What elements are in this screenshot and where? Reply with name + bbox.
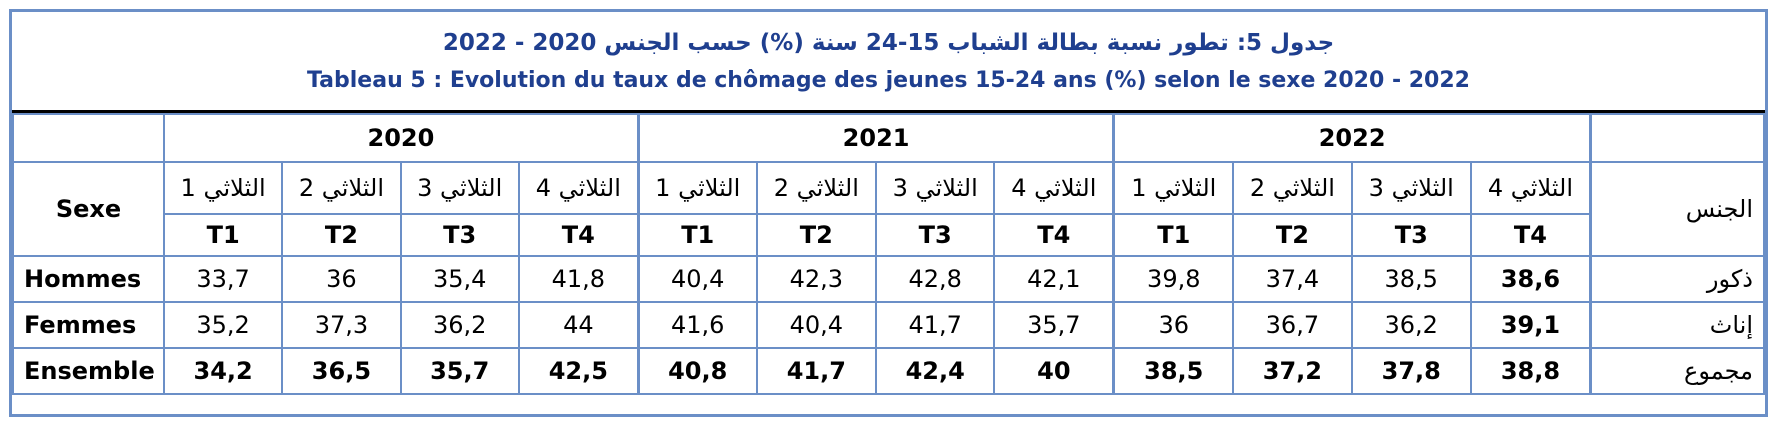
table-cell: 36,7 xyxy=(1232,301,1353,349)
table-cell: 35,7 xyxy=(993,301,1115,349)
table-cell: 36 xyxy=(1112,301,1235,349)
quarter-code: T4 xyxy=(993,213,1115,257)
quarter-code: T2 xyxy=(755,213,878,257)
table-cell: 40,4 xyxy=(755,301,878,349)
table-cell: 37,8 xyxy=(1350,347,1472,395)
quarter-ar: الثلاثي 4 xyxy=(993,161,1115,215)
title-arabic: جدول 5: تطور نسبة بطالة الشباب 15-24 سنة… xyxy=(442,30,1335,56)
table-cell: 42,8 xyxy=(875,255,996,303)
table-cell: 42,4 xyxy=(875,347,996,395)
empty-corner-left xyxy=(12,113,165,163)
quarter-ar: الثلاثي 2 xyxy=(281,161,402,215)
quarter-ar: الثلاثي 4 xyxy=(1469,161,1592,215)
table-cell: 42,1 xyxy=(993,255,1115,303)
table-cell: 42,3 xyxy=(755,255,878,303)
row-label-fr: Femmes xyxy=(12,301,165,349)
table-cell: 38,6 xyxy=(1469,255,1592,303)
table-row-ensemble: Ensemble 34,2 36,5 35,7 42,5 40,8 41,7 4… xyxy=(12,347,1765,395)
quarter-code-row: T1 T2 T3 T4 T1 T2 T3 T4 T1 T2 T3 T4 xyxy=(13,213,1764,257)
year-2020: 2020 xyxy=(162,113,640,163)
sexe-header-arabic: الجنس xyxy=(1588,161,1765,257)
row-label-ar: ذكور xyxy=(1588,255,1765,303)
row-label-fr: Hommes xyxy=(12,255,165,303)
table-cell: 39,8 xyxy=(1112,255,1235,303)
table-row-femmes: Femmes 35,2 37,3 36,2 44 41,6 40,4 41,7 … xyxy=(12,301,1765,349)
unemployment-table: 2020 2021 2022 Sexe الثلاثي 1 الثلاثي 2 … xyxy=(12,113,1765,395)
table-cell: 37,4 xyxy=(1232,255,1353,303)
table-cell: 40,8 xyxy=(636,347,758,395)
table-cell: 38,5 xyxy=(1112,347,1235,395)
table-cell: 33,7 xyxy=(162,255,284,303)
empty-corner-right xyxy=(1588,113,1765,163)
quarter-ar: الثلاثي 2 xyxy=(755,161,878,215)
table-cell: 41,6 xyxy=(636,301,758,349)
quarter-ar: الثلاثي 3 xyxy=(399,161,520,215)
table-row-hommes: Hommes 33,7 36 35,4 41,8 40,4 42,3 42,8 … xyxy=(12,255,1765,303)
quarter-code: T1 xyxy=(1112,213,1235,257)
quarter-arabic-row: Sexe الثلاثي 1 الثلاثي 2 الثلاثي 3 الثلا… xyxy=(12,161,1765,257)
table-cell: 37,3 xyxy=(281,301,402,349)
table-cell: 39,1 xyxy=(1469,301,1592,349)
quarter-ar: الثلاثي 1 xyxy=(636,161,758,215)
year-2022: 2022 xyxy=(1112,113,1592,163)
quarter-ar: الثلاثي 3 xyxy=(1350,161,1472,215)
row-label-ar: مجموع xyxy=(1588,347,1765,395)
row-label-fr: Ensemble xyxy=(12,347,165,395)
title-french: Tableau 5 : Evolution du taux de chômage… xyxy=(307,68,1470,93)
table-cell: 41,7 xyxy=(875,301,996,349)
table-cell: 44 xyxy=(517,301,640,349)
quarter-ar: الثلاثي 2 xyxy=(1232,161,1353,215)
table-cell: 34,2 xyxy=(162,347,284,395)
table-cell: 38,5 xyxy=(1350,255,1472,303)
table-cell: 36,2 xyxy=(399,301,520,349)
year-2021: 2021 xyxy=(636,113,1115,163)
quarter-code: T2 xyxy=(281,213,402,257)
row-label-ar: إناث xyxy=(1588,301,1765,349)
table-frame: جدول 5: تطور نسبة بطالة الشباب 15-24 سنة… xyxy=(9,9,1768,417)
quarter-code: T4 xyxy=(1469,213,1592,257)
sexe-header: Sexe xyxy=(12,161,165,257)
quarter-code: T1 xyxy=(636,213,758,257)
table-cell: 41,7 xyxy=(755,347,878,395)
quarter-code: T2 xyxy=(1232,213,1353,257)
table-cell: 35,2 xyxy=(162,301,284,349)
year-row: 2020 2021 2022 xyxy=(12,113,1765,163)
quarter-ar: الثلاثي 1 xyxy=(162,161,284,215)
table-cell: 35,7 xyxy=(399,347,520,395)
quarter-ar: الثلاثي 4 xyxy=(517,161,640,215)
table-cell: 42,5 xyxy=(517,347,640,395)
quarter-ar: الثلاثي 3 xyxy=(875,161,996,215)
quarter-code: T3 xyxy=(399,213,520,257)
quarter-code: T4 xyxy=(517,213,640,257)
table-header: جدول 5: تطور نسبة بطالة الشباب 15-24 سنة… xyxy=(12,12,1765,113)
table-cell: 35,4 xyxy=(399,255,520,303)
table-cell: 38,8 xyxy=(1469,347,1592,395)
table-cell: 41,8 xyxy=(517,255,640,303)
quarter-code: T3 xyxy=(875,213,996,257)
quarter-code: T1 xyxy=(162,213,284,257)
quarter-code: T3 xyxy=(1350,213,1472,257)
table-cell: 36,2 xyxy=(1350,301,1472,349)
table-cell: 36 xyxy=(281,255,402,303)
quarter-ar: الثلاثي 1 xyxy=(1112,161,1235,215)
table-cell: 40 xyxy=(993,347,1115,395)
table-cell: 36,5 xyxy=(281,347,402,395)
table-cell: 40,4 xyxy=(636,255,758,303)
table-cell: 37,2 xyxy=(1232,347,1353,395)
